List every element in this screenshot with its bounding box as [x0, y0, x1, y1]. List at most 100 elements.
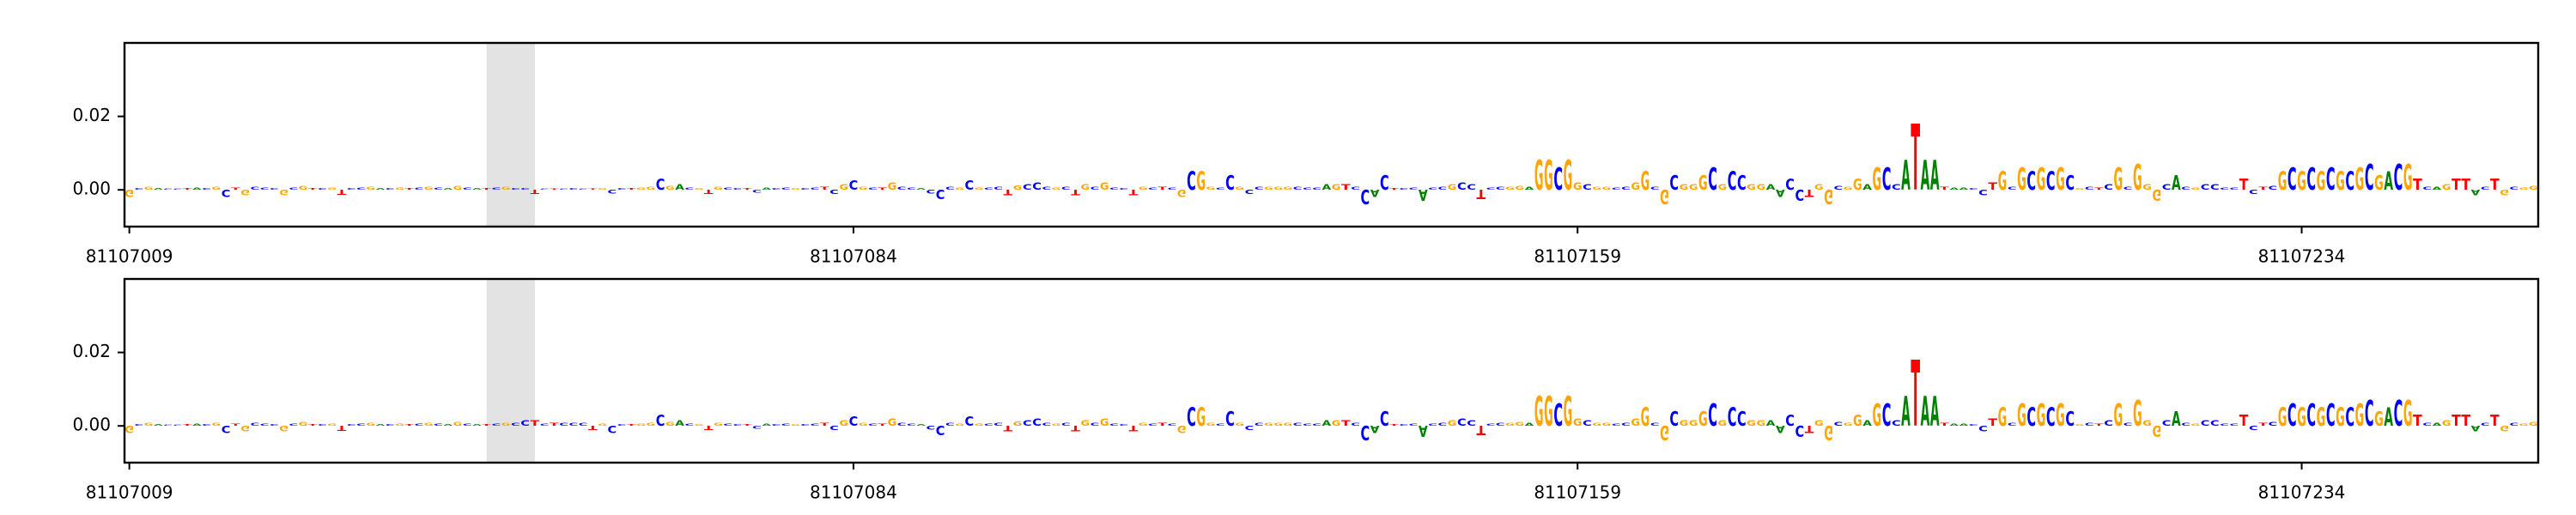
logo-letter: G	[1814, 419, 1824, 427]
logo-letter: A	[154, 424, 163, 427]
logo-letter: G	[299, 186, 308, 191]
logo-letter: G	[424, 422, 434, 427]
logo-letter: A	[2384, 404, 2393, 433]
logo-letter: G	[1689, 183, 1698, 191]
logo-letter: G	[1602, 422, 1612, 427]
x-tick-label: 81107084	[810, 246, 897, 267]
logo-letter: C	[540, 189, 550, 191]
logo-letter: C	[1109, 423, 1119, 427]
logo-letter: C	[2510, 422, 2519, 427]
logo-letter: G	[501, 186, 511, 191]
logo-letter: A	[1921, 154, 1930, 200]
logo-letter: G	[1206, 422, 1216, 427]
highlight-region	[486, 279, 535, 463]
logo-letter: G	[453, 186, 463, 191]
logo-letter: C	[163, 425, 173, 427]
logo-letter: C	[752, 189, 762, 194]
logo-letter: C	[781, 187, 791, 191]
logo-letter: T	[2094, 187, 2104, 191]
logo-letter: C	[569, 422, 579, 427]
logo-letter: G	[1747, 419, 1756, 427]
logo-letter: G	[299, 422, 308, 427]
logo-letter: G	[1177, 423, 1187, 435]
logo-letter: C	[1023, 183, 1032, 191]
logo-letter: G	[1273, 422, 1283, 427]
logo-letter: C	[656, 176, 665, 194]
logo-letter: C	[1023, 419, 1032, 427]
logo-letter: G	[2153, 422, 2162, 439]
x-tick-label: 81107234	[2258, 246, 2346, 267]
logo-letter: C	[1351, 422, 1360, 427]
logo-letter: C	[1032, 181, 1042, 192]
logo-letter: G	[125, 187, 134, 199]
logo-letter: C	[1216, 187, 1225, 191]
logo-letter: C	[1380, 172, 1389, 196]
logo-letter: C	[2365, 158, 2374, 199]
logo-letter: G	[1680, 183, 1689, 191]
logo-letter: C	[1293, 186, 1303, 191]
logo-letter: C	[2345, 168, 2354, 197]
logo-letter: C	[2268, 421, 2277, 427]
logo-letter: A	[1419, 186, 1428, 204]
logo-letter: C	[936, 422, 945, 437]
logo-letter: C	[2229, 423, 2239, 427]
logo-letter: C	[2287, 399, 2297, 434]
logo-letter: A	[1901, 154, 1911, 200]
logo-letter: G	[1196, 167, 1206, 197]
logo-letter: C	[2008, 422, 2017, 427]
logo-letter: C	[2085, 422, 2094, 427]
logo-letter: G	[1592, 186, 1601, 191]
logo-letter: C	[222, 423, 231, 434]
logo-letter: C	[356, 187, 366, 191]
logo-letter: T	[627, 424, 636, 427]
logo-letter: A	[154, 188, 163, 191]
logo-letter: C	[1486, 187, 1496, 191]
logo-letter: A	[2172, 171, 2181, 195]
logo-letter: C	[1119, 424, 1128, 427]
logo-letter: G	[598, 188, 607, 191]
logo-letter: G	[2142, 183, 2152, 191]
logo-letter: T	[308, 424, 318, 427]
logo-letter: C	[1245, 188, 1255, 196]
logo-letter: T	[2490, 176, 2500, 193]
logo-letter: C	[1728, 404, 1737, 433]
logo-letter: G	[955, 423, 964, 427]
y-tick-label: 0.02	[72, 105, 111, 125]
logo-letter: A	[472, 424, 482, 427]
logo-letter: G	[1602, 186, 1612, 191]
logo-letter: G	[1747, 183, 1756, 191]
logo-letter: C	[1553, 163, 1563, 198]
logo-letter: A	[443, 424, 453, 427]
logo-letter: C	[1042, 186, 1051, 191]
logo-letter: G	[975, 187, 984, 191]
logo-letter: C	[2046, 168, 2056, 197]
logo-letter: G	[1196, 403, 1206, 433]
logo-letter: C	[1969, 188, 1978, 191]
logo-letter: G	[2278, 403, 2287, 433]
logo-letter: C	[897, 422, 907, 427]
logo-letter: G	[211, 422, 221, 427]
logo-letter: T	[531, 419, 540, 427]
logo-letter: C	[173, 425, 183, 427]
logo-letter: C	[1785, 412, 1795, 430]
logo-letter: G	[2374, 408, 2384, 431]
logo-letter: G	[1139, 422, 1148, 427]
logo-letter: C	[540, 423, 550, 427]
logo-letter: C	[1168, 187, 1177, 191]
logo-letter: G	[1332, 183, 1341, 191]
logo-letter: G	[714, 422, 723, 427]
logo-letter: A	[1921, 390, 1930, 436]
logo-letter: C	[1583, 419, 1592, 427]
logo-letter: G	[1332, 419, 1341, 427]
logo-letter: C	[270, 424, 279, 427]
logo-letter: C	[811, 187, 820, 191]
logo-letter: T	[231, 187, 240, 191]
logo-letter: A	[2471, 424, 2481, 433]
logo-letter: T	[2239, 412, 2249, 429]
logo-letter: C	[1795, 186, 1804, 204]
logo-letter: G	[1564, 154, 1573, 201]
logo-letter: A	[675, 183, 684, 192]
logo-letter: C	[849, 179, 859, 193]
logo-letter: G	[1814, 183, 1824, 191]
